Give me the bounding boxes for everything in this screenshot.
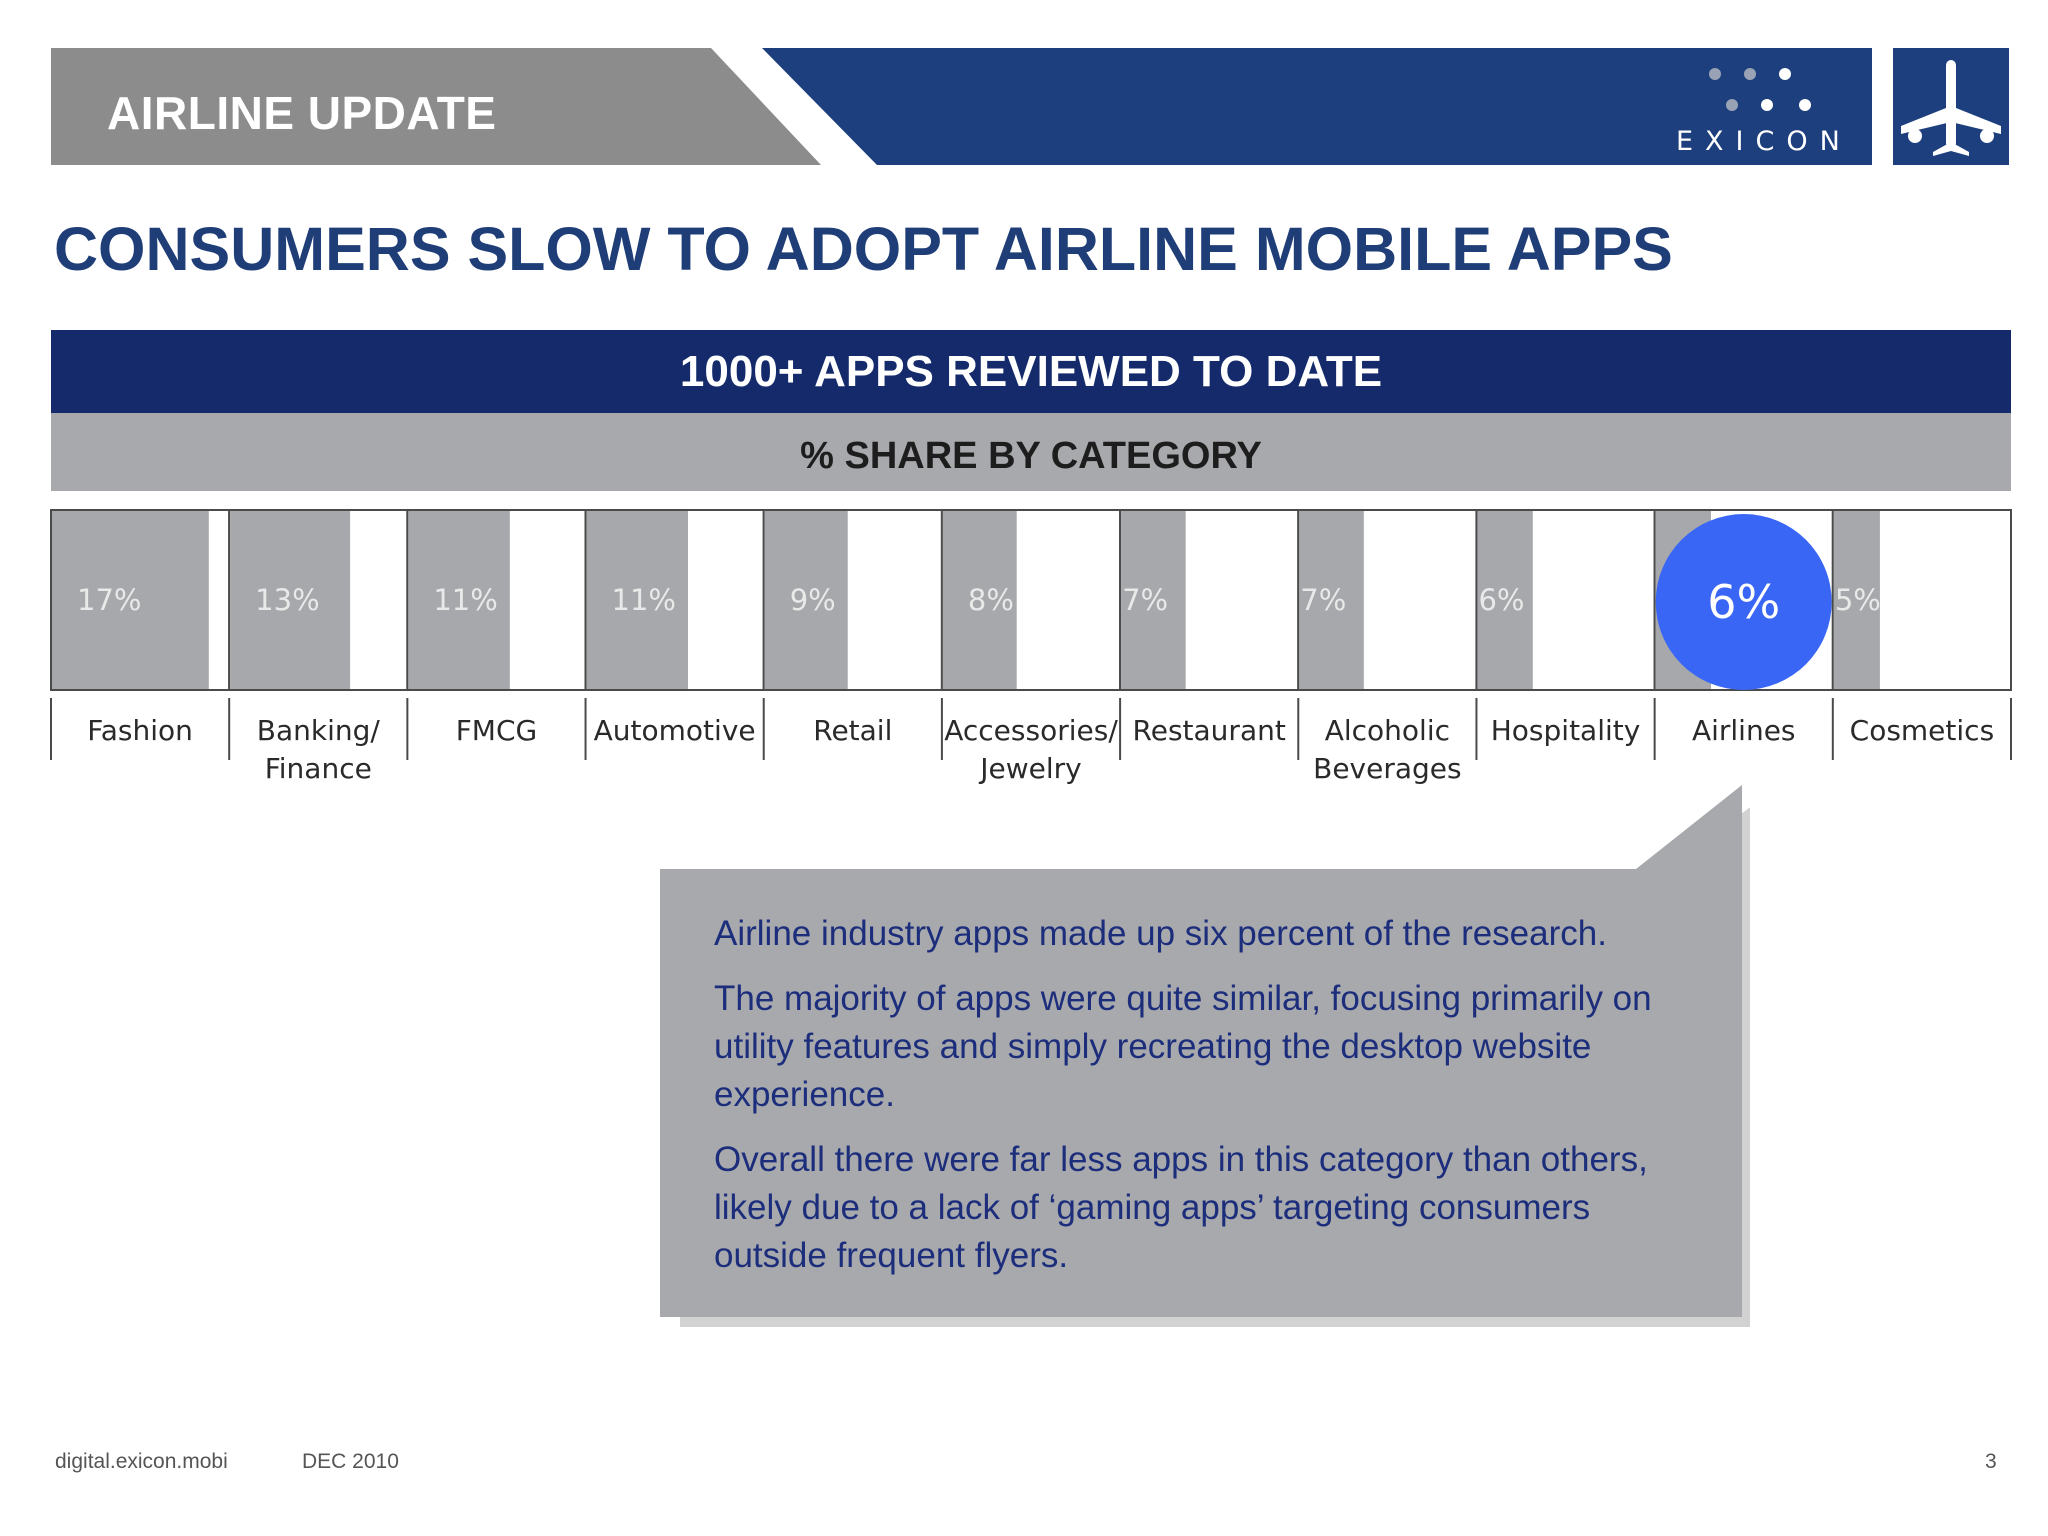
bar-10 bbox=[1833, 511, 1880, 689]
category-label-8: Hospitality bbox=[1491, 714, 1641, 747]
callout-paragraph: The majority of apps were quite similar,… bbox=[714, 979, 1652, 1114]
bar-0 bbox=[52, 511, 209, 689]
share-by-category-banner: % SHARE BY CATEGORY bbox=[51, 413, 2011, 491]
category-label-2: FMCG bbox=[456, 714, 538, 747]
plane-logo-box bbox=[1893, 48, 2009, 165]
bar-8 bbox=[1477, 511, 1533, 689]
bar-5 bbox=[942, 511, 1017, 689]
header-title: AIRLINE UPDATE bbox=[107, 87, 497, 139]
data-label-3: 11% bbox=[612, 583, 676, 617]
footer-url: digital.exicon.mobi bbox=[55, 1450, 228, 1473]
footer-date: DEC 2010 bbox=[302, 1450, 399, 1473]
header-blue-panel bbox=[762, 48, 1872, 165]
bar-2 bbox=[408, 511, 510, 689]
callout-paragraph: Airline industry apps made up six percen… bbox=[714, 914, 1607, 953]
bar-6 bbox=[1121, 511, 1186, 689]
data-label-4: 9% bbox=[790, 583, 836, 617]
data-label-2: 11% bbox=[433, 583, 497, 617]
callout-box bbox=[660, 785, 1750, 1327]
logo-dots-icon bbox=[1709, 68, 1811, 111]
bar-4 bbox=[764, 511, 848, 689]
category-label-1: Banking/Finance bbox=[257, 714, 381, 785]
category-label-7: Alcoholic Beverages bbox=[1313, 714, 1462, 785]
data-label-7: 7% bbox=[1300, 583, 1346, 617]
category-label-5: Accessories/Jewelry bbox=[944, 714, 1118, 785]
category-share-chart: 17% 13% 11% 11% 9% 8% 7% 7% 6% 6% 5% Fashion Bankin… bbox=[50, 509, 2012, 785]
data-label-8: 6% bbox=[1478, 583, 1524, 617]
category-label-3: Automotive bbox=[594, 714, 756, 747]
bar-7 bbox=[1299, 511, 1364, 689]
data-label-0: 17% bbox=[77, 583, 141, 617]
bar-3 bbox=[586, 511, 689, 689]
page-title: CONSUMERS SLOW TO ADOPT AIRLINE MOBILE A… bbox=[54, 215, 1673, 283]
data-label-10: 5% bbox=[1835, 583, 1881, 617]
airplane-icon bbox=[1901, 60, 2001, 156]
category-label-10: Cosmetics bbox=[1850, 714, 1995, 747]
category-label-6: Restaurant bbox=[1133, 714, 1286, 747]
category-label-0: Fashion bbox=[87, 714, 193, 747]
data-label-9: 6% bbox=[1707, 575, 1780, 629]
highlight-circle bbox=[1655, 514, 1832, 690]
header-gray-panel bbox=[51, 48, 821, 165]
callout-paragraph: Overall there were far less apps in this… bbox=[714, 1140, 1648, 1275]
category-label-4: Retail bbox=[813, 714, 892, 747]
page-number: 3 bbox=[1985, 1450, 1997, 1473]
data-label-6: 7% bbox=[1122, 583, 1168, 617]
category-label-9: Airlines bbox=[1692, 714, 1796, 747]
apps-reviewed-banner: 1000+ APPS REVIEWED TO DATE bbox=[51, 330, 2011, 413]
data-label-1: 13% bbox=[255, 583, 319, 617]
logo-text: EXICON bbox=[1676, 126, 1852, 157]
data-label-5: 8% bbox=[968, 583, 1014, 617]
callout-text: Airline industry apps made up six percen… bbox=[714, 910, 1704, 1297]
bar-1 bbox=[230, 511, 351, 689]
